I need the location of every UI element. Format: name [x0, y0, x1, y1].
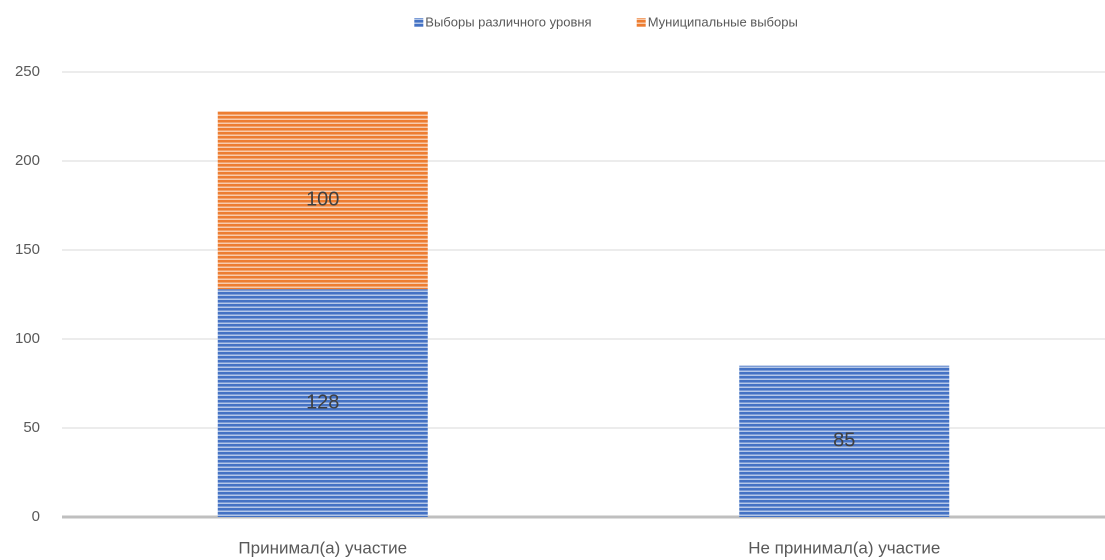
legend-label: Выборы различного уровня [425, 14, 591, 29]
legend-swatch [636, 18, 646, 27]
x-tick-label: Принимал(а) участие [238, 538, 407, 557]
y-tick-label: 50 [23, 419, 40, 436]
data-label: 100 [306, 188, 339, 210]
x-tick-label: Не принимал(а) участие [748, 538, 940, 557]
y-tick-label: 100 [15, 330, 40, 347]
y-tick-label: 0 [32, 508, 40, 525]
data-label: 128 [306, 391, 339, 413]
legend-swatch [414, 18, 424, 27]
legend-label: Муниципальные выборы [648, 14, 798, 29]
bar-segment [217, 289, 428, 517]
bar-segment [217, 111, 428, 290]
y-tick-label: 250 [15, 63, 40, 80]
y-tick-label: 150 [15, 241, 40, 258]
bar-segment [739, 365, 950, 517]
y-tick-label: 200 [15, 152, 40, 169]
data-label: 85 [833, 430, 855, 452]
